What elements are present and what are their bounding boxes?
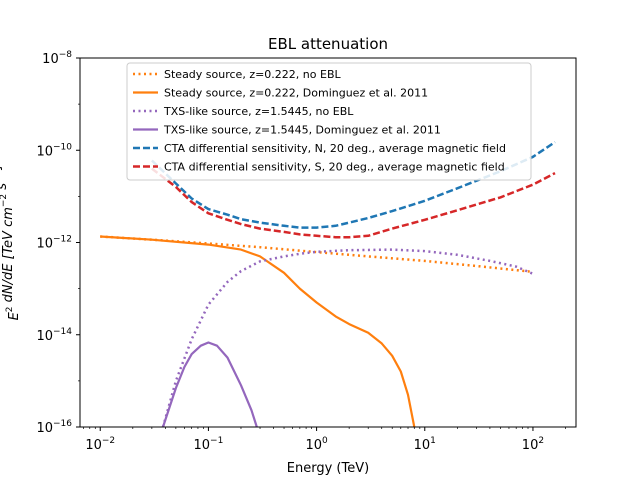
series-line-2 [100, 235, 416, 427]
chart-title: EBL attenuation [268, 35, 388, 53]
legend-label-3: TXS-like source, z=1.5445, no EBL [163, 105, 354, 118]
x-tick-label-1: 10−2 [85, 436, 115, 453]
legend-label-1: Steady source, z=0.222, no EBL [164, 68, 341, 81]
legend-label-2: Steady source, z=0.222, Dominguez et al.… [164, 87, 428, 100]
y-tick-label-2: 10−14 [36, 327, 72, 344]
legend-box [126, 62, 532, 181]
legend-label-5: CTA differential sensitivity, N, 20 deg.… [164, 142, 506, 155]
series-line-6 [151, 167, 556, 239]
y-tick-label-1: 10−16 [36, 419, 72, 436]
y-tick-label-5: 10−8 [42, 50, 72, 67]
series-line-4 [161, 341, 258, 427]
series-layer [100, 141, 556, 427]
series-line-3 [161, 248, 534, 427]
x-tick-label-5: 102 [522, 436, 544, 453]
series-line-5 [151, 141, 556, 229]
legend-label-4: TXS-like source, z=1.5445, Dominguez et … [163, 124, 441, 137]
y-tick-label-3: 10−12 [36, 235, 72, 252]
x-axis-label: Energy (TeV) [287, 461, 369, 476]
x-tick-label-3: 100 [305, 436, 328, 453]
x-tick-label-4: 101 [414, 436, 436, 453]
legend-label-6: CTA differential sensitivity, S, 20 deg.… [164, 161, 505, 174]
x-tick-label-2: 10−1 [194, 436, 224, 453]
legend: Steady source, z=0.222, no EBL Steady sou… [126, 62, 532, 181]
y-tick-label-4: 10−10 [36, 142, 72, 159]
ticks-layer: 10−2 10−1 100 101 102 10−16 10−14 10−12 10−10 10−… [36, 50, 566, 453]
y-axis-label: E2 dN/dE [TeV cm−2 s−1] [0, 165, 22, 321]
